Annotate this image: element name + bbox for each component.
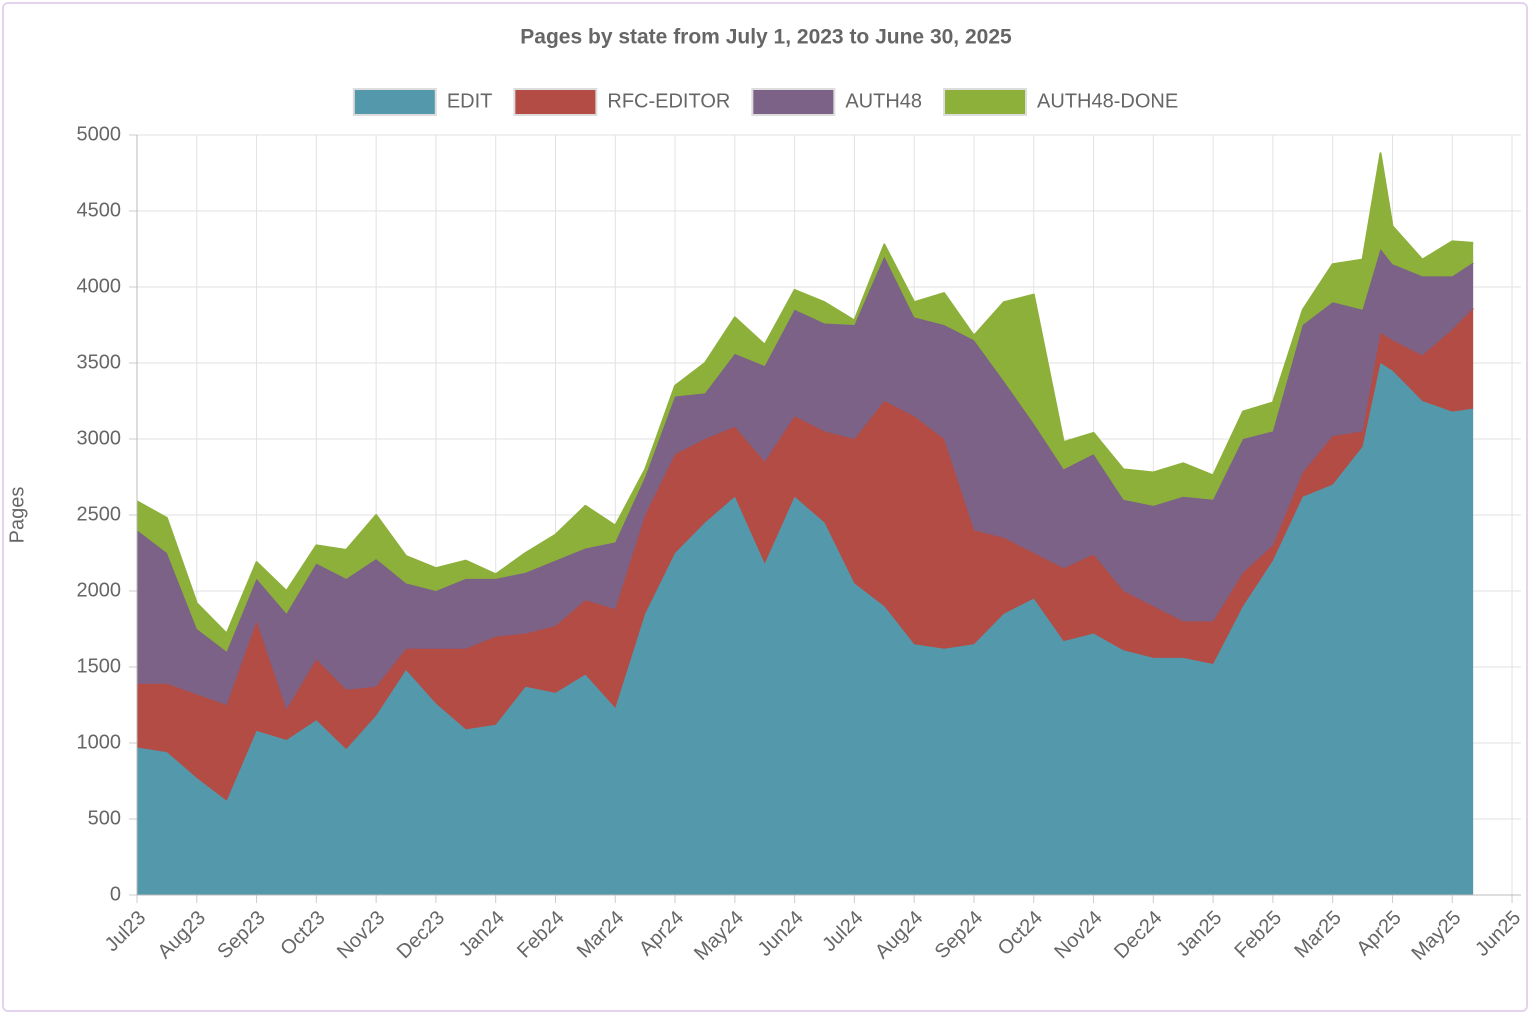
legend-item: EDIT: [352, 88, 493, 116]
x-tick-label: Dec23: [393, 907, 449, 963]
y-tick-label: 4000: [77, 275, 122, 297]
x-tick-label: Aug23: [154, 907, 210, 963]
x-tick-label: Oct23: [276, 907, 329, 960]
legend-swatch: [352, 88, 437, 116]
x-tick-label: Feb24: [513, 907, 569, 963]
x-tick-label: Nov24: [1050, 907, 1106, 963]
y-tick-label: 3500: [77, 351, 122, 373]
x-tick-label: Feb25: [1231, 907, 1287, 963]
y-tick-label: 500: [88, 807, 121, 829]
legend-label: EDIT: [447, 90, 493, 112]
y-tick-label: 0: [110, 883, 121, 905]
x-tick-label: Jan24: [455, 907, 509, 961]
legend-item: RFC-EDITOR: [513, 88, 730, 116]
x-tick-label: Jun25: [1471, 907, 1525, 961]
area-fill: [137, 363, 1474, 895]
legend-item: AUTH48-DONE: [943, 88, 1178, 116]
x-tick-label: Aug24: [871, 907, 927, 963]
x-tick-label: Apr25: [1352, 907, 1405, 960]
x-tick-label: Jun24: [754, 907, 808, 961]
legend-label: AUTH48-DONE: [1037, 90, 1178, 112]
x-tick-label: May24: [690, 907, 748, 965]
y-tick-label: 2500: [77, 503, 122, 525]
y-tick-label: 1000: [77, 731, 122, 753]
legend-label: RFC-EDITOR: [607, 90, 730, 112]
legend-swatch: [513, 88, 598, 116]
x-tick-label: Nov23: [333, 907, 389, 963]
legend: EDIT RFC-EDITOR AUTH48 AUTH48-DONE: [352, 88, 1178, 116]
legend-label: AUTH48: [845, 90, 922, 112]
chart-title: Pages by state from July 1, 2023 to June…: [520, 26, 1012, 49]
area-fill: [137, 308, 1474, 801]
y-axis-title: Pages: [6, 487, 28, 544]
x-tick-label: Sep24: [931, 907, 987, 963]
x-tick-label: Mar24: [573, 907, 629, 963]
area-fill: [137, 249, 1474, 710]
y-tick-label: 4500: [77, 199, 122, 221]
x-tick-label: Dec24: [1110, 907, 1166, 963]
x-tick-label: May25: [1408, 907, 1466, 965]
x-tick-label: Oct24: [994, 907, 1047, 960]
legend-swatch: [943, 88, 1028, 116]
y-tick-label: 2000: [77, 579, 122, 601]
y-tick-label: 3000: [77, 427, 122, 449]
x-tick-label: Mar25: [1290, 907, 1346, 963]
legend-swatch: [751, 88, 836, 116]
y-tick-label: 5000: [77, 123, 122, 145]
legend-item: AUTH48: [751, 88, 922, 116]
x-tick-label: Jan25: [1172, 907, 1226, 961]
x-tick-label: Sep23: [213, 907, 269, 963]
y-tick-label: 1500: [77, 655, 122, 677]
x-tick-label: Apr24: [635, 907, 688, 960]
x-tick-label: Jul23: [101, 907, 150, 956]
area-line: [136, 152, 1474, 635]
x-tick-label: Jul24: [818, 907, 867, 956]
